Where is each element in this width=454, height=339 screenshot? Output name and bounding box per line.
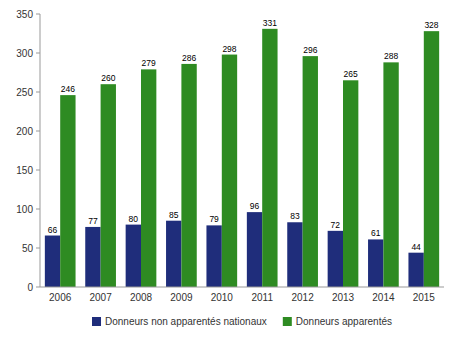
- bar: [126, 225, 141, 287]
- bar: [262, 29, 277, 287]
- chart-container: 0 50 100 150 200 250 300 350 2006 2007 2008 2009 201…: [0, 0, 454, 339]
- y-tick: [36, 170, 40, 171]
- data-label: 44: [411, 242, 421, 252]
- x-tick-label: 2014: [372, 292, 395, 303]
- y-tick: [36, 131, 40, 132]
- bars: [45, 29, 439, 287]
- y-tick-label: 150: [16, 165, 33, 176]
- x-tick-label: 2006: [49, 292, 72, 303]
- legend-label: Donneurs apparentés: [296, 316, 392, 327]
- y-tick-label: 0: [27, 282, 33, 293]
- y-axis-line: [40, 14, 41, 287]
- y-tick: [36, 92, 40, 93]
- x-axis-line: [40, 287, 444, 288]
- legend: Donneurs non apparentés nationaux Donneur…: [92, 316, 392, 327]
- legend-swatch: [92, 317, 101, 326]
- bar: [222, 55, 237, 287]
- data-label: 96: [250, 201, 260, 211]
- data-label: 288: [384, 51, 398, 61]
- bar: [424, 31, 439, 287]
- data-label: 79: [209, 214, 219, 224]
- legend-label: Donneurs non apparentés nationaux: [105, 316, 267, 327]
- data-label: 66: [48, 225, 58, 235]
- bar: [166, 221, 181, 287]
- y-tick: [36, 14, 40, 15]
- data-label: 72: [331, 220, 341, 230]
- legend-item: Donneurs non apparentés nationaux: [92, 316, 267, 327]
- data-label: 260: [101, 73, 115, 83]
- x-tick-label: 2012: [291, 292, 314, 303]
- y-tick-label: 200: [16, 126, 33, 137]
- bar: [141, 69, 156, 287]
- x-tick-label: 2009: [170, 292, 193, 303]
- data-label: 279: [142, 58, 156, 68]
- x-tick-label: 2007: [89, 292, 112, 303]
- legend-item: Donneurs apparentés: [283, 316, 392, 327]
- bar: [247, 212, 262, 287]
- y-tick-label: 100: [16, 204, 33, 215]
- y-axis: 0 50 100 150 200 250 300 350: [16, 9, 40, 293]
- data-label: 296: [303, 45, 317, 55]
- bar: [343, 80, 358, 287]
- bar: [181, 64, 196, 287]
- y-tick: [36, 287, 40, 288]
- y-tick: [36, 248, 40, 249]
- x-tick-label: 2013: [332, 292, 355, 303]
- data-label: 85: [169, 210, 179, 220]
- data-label: 265: [344, 69, 358, 79]
- x-axis: 2006 2007 2008 2009 2010 2011 2012 2013 2014 2015: [40, 287, 444, 303]
- chart-svg: 0 50 100 150 200 250 300 350 2006 2007 2008 2009 201…: [0, 0, 454, 339]
- bar: [101, 84, 116, 287]
- x-tick-label: 2008: [130, 292, 153, 303]
- y-tick-label: 250: [16, 87, 33, 98]
- bar: [368, 239, 383, 287]
- data-label: 331: [263, 18, 277, 28]
- bar: [206, 225, 221, 287]
- data-label: 83: [290, 211, 300, 221]
- bar: [60, 95, 75, 287]
- y-tick-label: 50: [22, 243, 34, 254]
- x-tick-label: 2010: [211, 292, 234, 303]
- data-labels: 66 77 80 85 79 96 83 72 61 44 246 260 279 286 298 331 29…: [48, 18, 439, 252]
- x-tick-label: 2015: [413, 292, 436, 303]
- data-label: 77: [88, 216, 98, 226]
- bar: [383, 62, 398, 287]
- legend-swatch: [283, 317, 292, 326]
- data-label: 328: [424, 20, 438, 30]
- data-label: 80: [129, 214, 139, 224]
- bar: [328, 231, 343, 287]
- bar: [408, 253, 423, 287]
- bar: [303, 56, 318, 287]
- bar: [45, 236, 60, 287]
- bar: [287, 222, 302, 287]
- y-tick-label: 300: [16, 48, 33, 59]
- y-tick: [36, 53, 40, 54]
- bar: [85, 227, 100, 287]
- x-tick-label: 2011: [251, 292, 273, 303]
- data-label: 246: [61, 84, 75, 94]
- y-tick-label: 350: [16, 9, 33, 20]
- data-label: 286: [182, 53, 196, 63]
- data-label: 298: [222, 44, 236, 54]
- y-tick: [36, 209, 40, 210]
- data-label: 61: [371, 228, 381, 238]
